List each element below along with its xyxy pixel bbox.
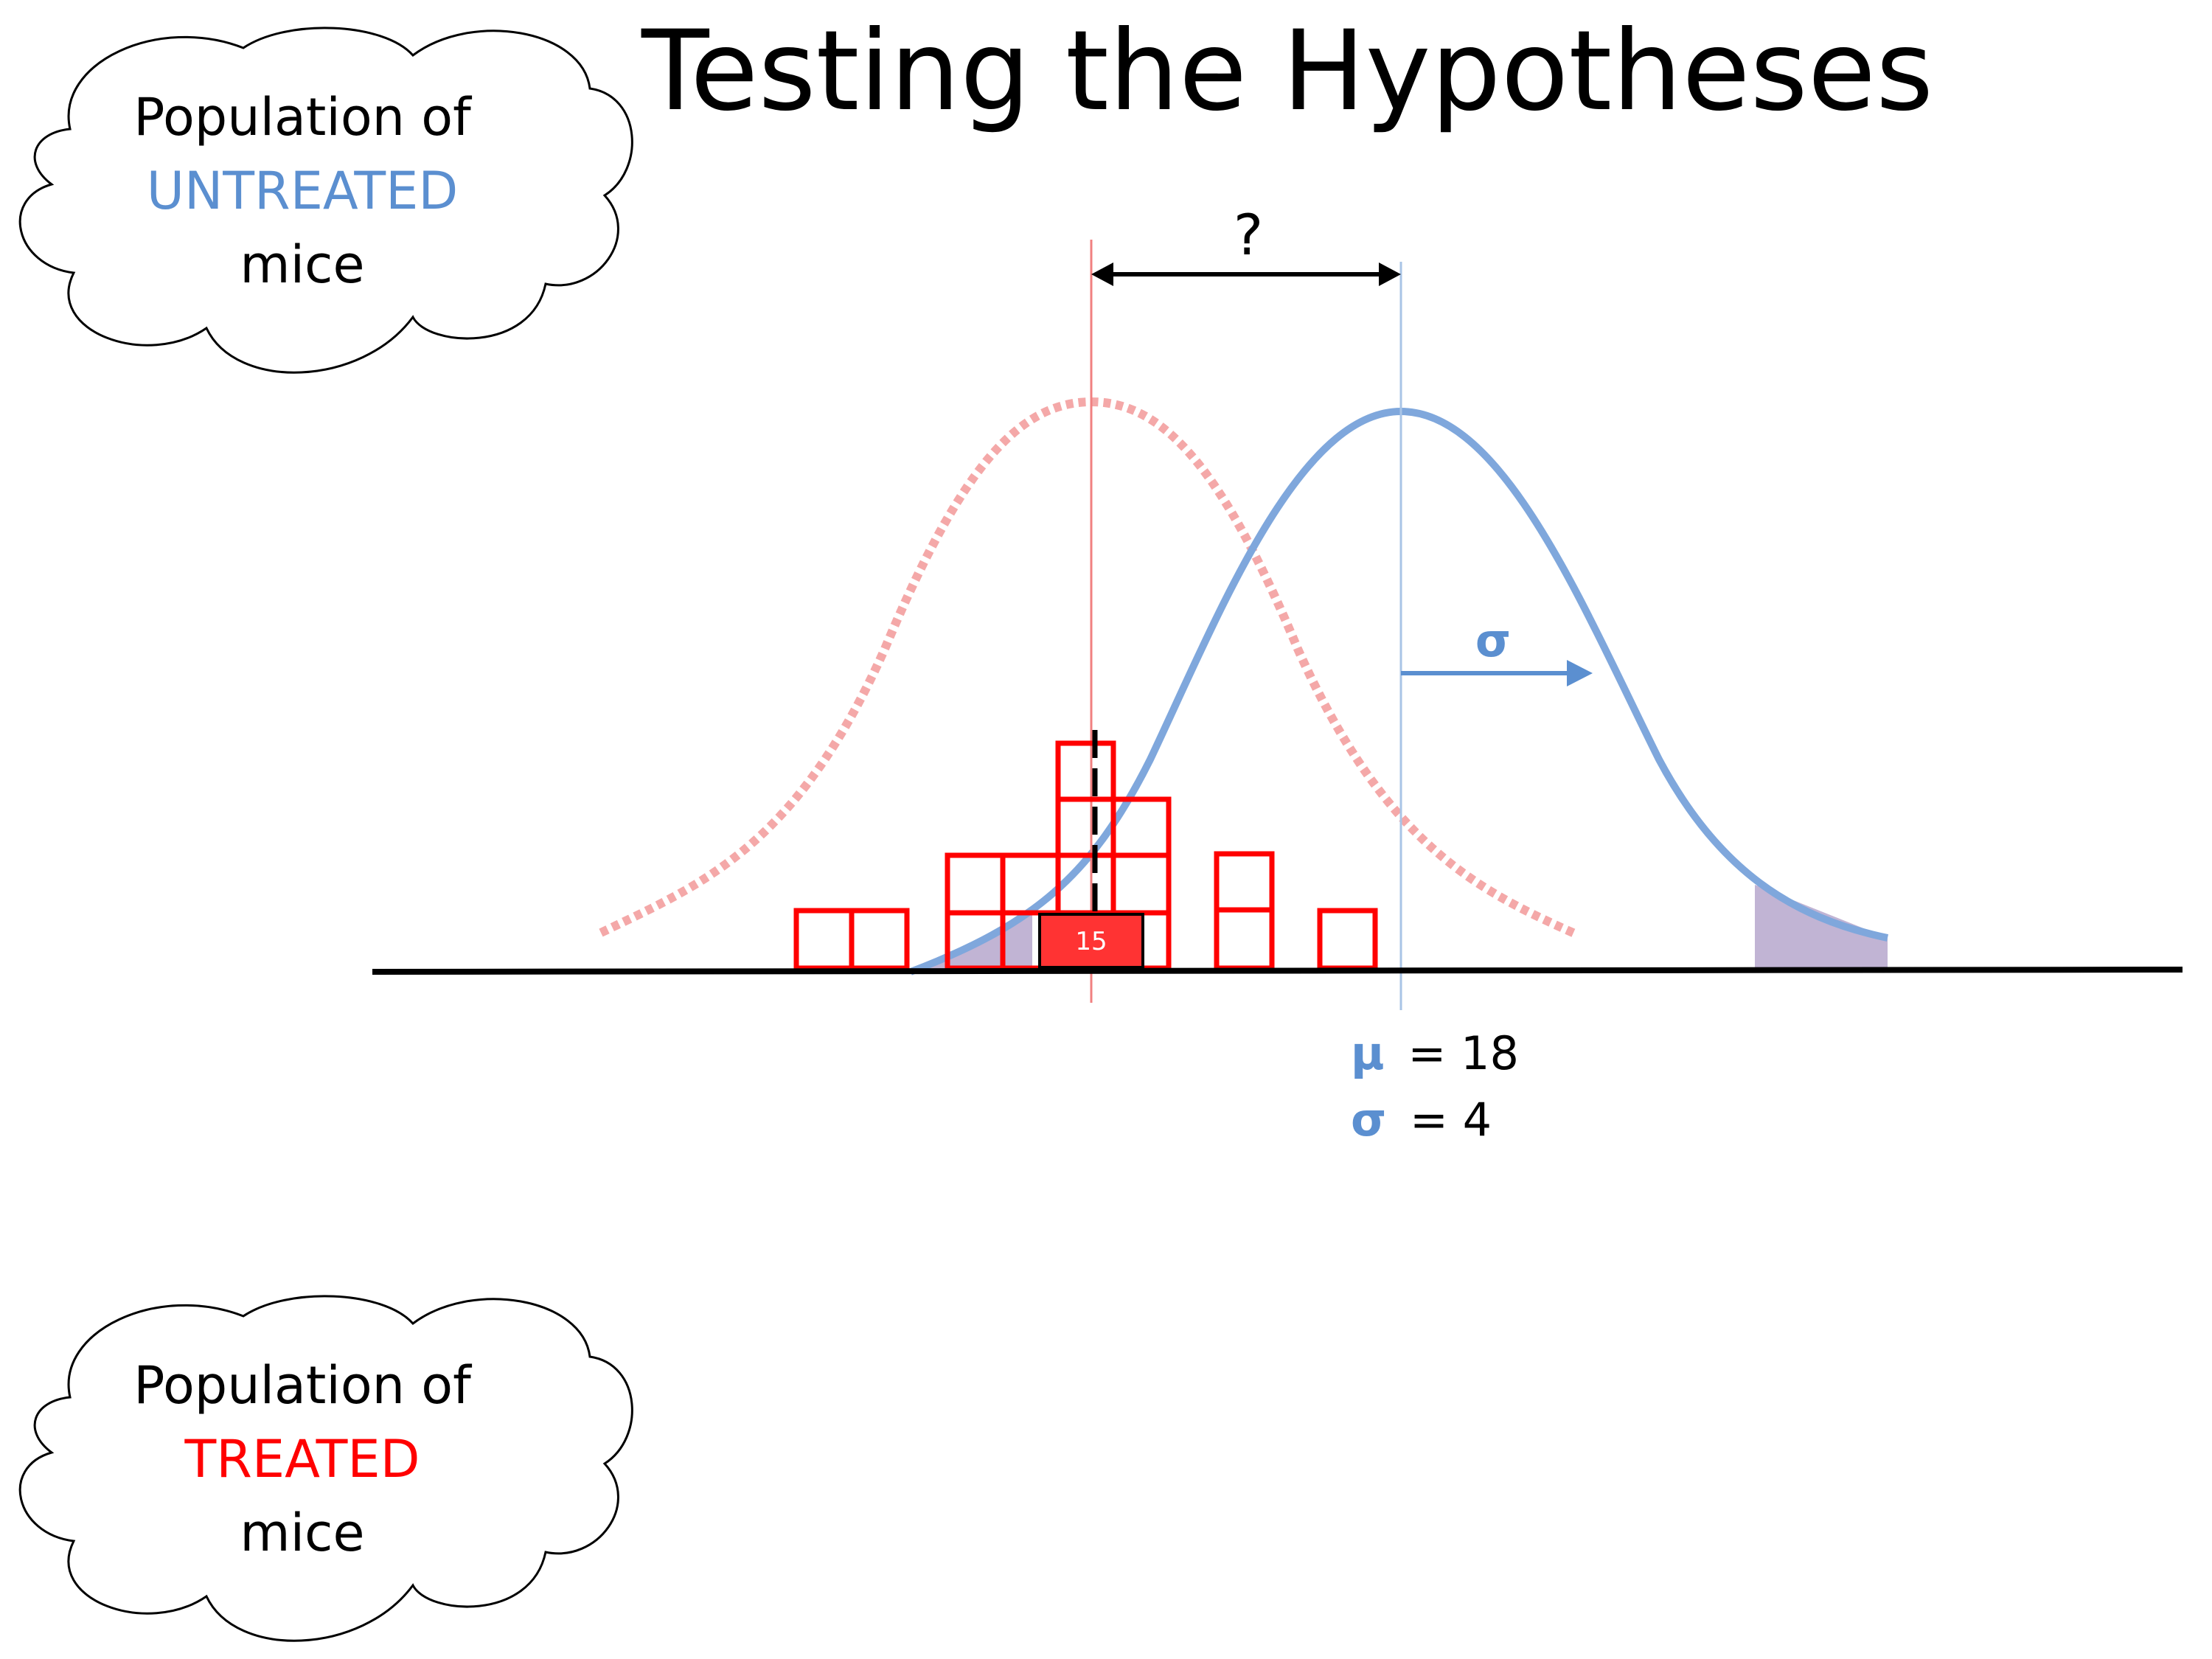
cloud-untreated-line3: mice: [240, 234, 364, 295]
mu-parameter: μ = 18: [1351, 1026, 1519, 1080]
baseline-axis: [372, 967, 2183, 975]
cloud-treated-line3: mice: [240, 1503, 364, 1563]
mu-value: = 18: [1408, 1026, 1519, 1080]
cloud-treated: Population of TREATED mice: [18, 1295, 633, 1642]
cloud-untreated-shape: [18, 27, 633, 374]
cloud-treated-shape: [18, 1295, 633, 1642]
sigma-parameter: σ = 4: [1351, 1093, 1492, 1147]
sample-box: [793, 908, 855, 971]
sample-box: [1317, 908, 1378, 971]
cloud-treated-line1: Population of: [133, 1355, 472, 1416]
sample-box: [945, 852, 1006, 916]
cloud-untreated-line1: Population of: [133, 87, 472, 147]
sample-mean-box: [1038, 913, 1144, 969]
sample-box: [1000, 852, 1061, 916]
sample-box: [849, 908, 910, 971]
sample-box: [1214, 907, 1275, 971]
cloud-treated-line2: TREATED: [184, 1429, 420, 1489]
sample-box: [1110, 852, 1172, 916]
sample-mean-label: 15: [1075, 927, 1107, 956]
sigma-symbol: σ: [1351, 1093, 1386, 1147]
difference-arrow: [1091, 262, 1401, 286]
sigma-value: = 4: [1410, 1093, 1492, 1147]
cloud-untreated-line2: UNTREATED: [147, 161, 459, 221]
cloud-untreated: Population of UNTREATED mice: [18, 27, 633, 374]
sigma-arrow-label: σ: [1475, 613, 1511, 667]
mu-symbol: μ: [1351, 1026, 1385, 1080]
sample-box: [1055, 796, 1116, 858]
sigma-arrow: [1401, 660, 1593, 686]
sample-box: [1214, 851, 1275, 913]
sample-box: [1055, 740, 1116, 802]
right-tail-shade: [1755, 885, 1888, 972]
difference-question-label: ?: [1234, 202, 1263, 268]
slide-title: Testing the Hypotheses: [641, 7, 1933, 136]
